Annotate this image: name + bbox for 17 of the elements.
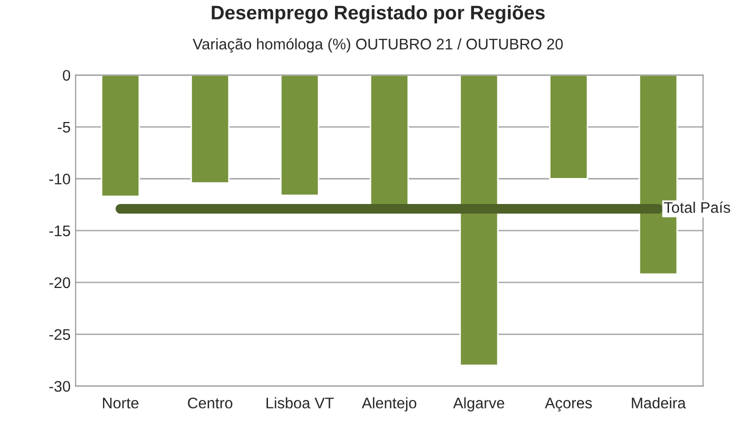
x-tick-label: Centro bbox=[188, 398, 232, 408]
x-tick-label: Alentejo bbox=[362, 397, 416, 412]
x-tick-label: Algarve bbox=[453, 397, 504, 412]
chart-title: Desemprego Registado por Regiões bbox=[212, 5, 545, 24]
y-tick-label: -20 bbox=[49, 277, 70, 288]
series-label: Total País bbox=[664, 202, 730, 213]
x-tick-label: Açores bbox=[544, 398, 592, 412]
y-tick-label: -30 bbox=[49, 380, 70, 392]
y-tick-label: -10 bbox=[49, 174, 70, 184]
x-tick-label: Norte bbox=[102, 398, 138, 408]
y-tick-label: 0 bbox=[62, 70, 70, 81]
x-tick-label: Madeira bbox=[632, 397, 686, 408]
y-tick-label: -25 bbox=[49, 329, 70, 340]
x-tick-label: Lisboa VT bbox=[266, 397, 334, 408]
y-tick-label: -15 bbox=[49, 226, 70, 236]
chart-subtitle: Variação homóloga (%) OUTUBRO 21 / OUTUBRO 20 bbox=[192, 38, 563, 53]
y-tick-label: -5 bbox=[58, 122, 70, 133]
